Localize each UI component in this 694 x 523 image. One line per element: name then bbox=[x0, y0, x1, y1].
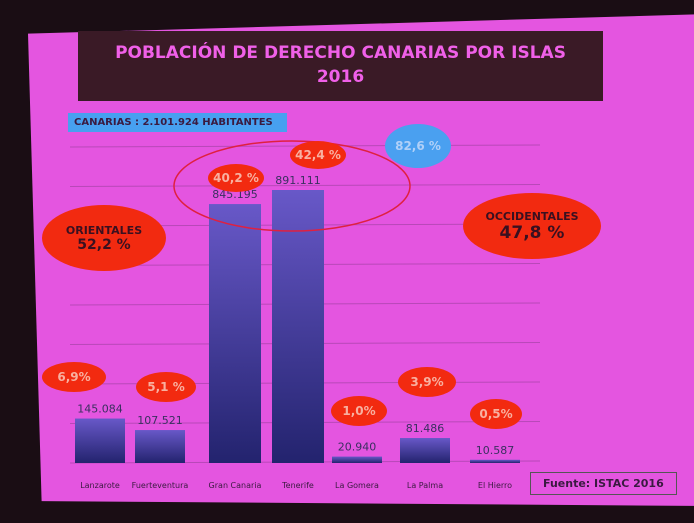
bar-4 bbox=[332, 456, 382, 463]
value-label: 891.111 bbox=[275, 174, 321, 187]
chart-title: POBLACIÓN DE DERECHO CANARIAS POR ISLAS bbox=[115, 43, 566, 63]
chart-title-box: POBLACIÓN DE DERECHO CANARIAS POR ISLAS … bbox=[78, 31, 603, 101]
value-label: 107.521 bbox=[137, 414, 183, 427]
highlight-ring bbox=[173, 140, 411, 232]
percent-badge: 40,2 % bbox=[208, 164, 264, 192]
gridline bbox=[69, 184, 541, 187]
percent-badge: 5,1 % bbox=[136, 372, 196, 402]
percent-badge: 3,9% bbox=[398, 367, 456, 397]
bar-0 bbox=[75, 418, 125, 463]
bar-5 bbox=[400, 438, 450, 463]
category-label: Tenerife bbox=[281, 481, 314, 490]
chart-subtitle: 2016 bbox=[316, 67, 365, 87]
value-label: 145.084 bbox=[77, 403, 123, 416]
bar-6 bbox=[470, 459, 520, 463]
percent-badge: 1,0% bbox=[331, 396, 387, 426]
category-label: La Gomera bbox=[335, 481, 379, 490]
combined-percent-badge: 82,6 % bbox=[385, 124, 451, 168]
bar-3 bbox=[272, 190, 324, 463]
bar-1 bbox=[135, 430, 185, 463]
percent-badge: 0,5% bbox=[470, 399, 522, 429]
value-label: 10.587 bbox=[476, 444, 515, 457]
occidentales-badge: OCCIDENTALES 47,8 % bbox=[463, 193, 601, 259]
orientales-label: ORIENTALES bbox=[65, 223, 143, 237]
bar-2 bbox=[209, 204, 261, 464]
category-label: Fuerteventura bbox=[132, 481, 189, 490]
category-label: Lanzarote bbox=[80, 481, 120, 490]
category-label: Gran Canaria bbox=[209, 481, 262, 490]
total-population-label: CANARIAS : 2.101.924 HABITANTES bbox=[68, 113, 287, 132]
value-label: 845.195 bbox=[212, 188, 258, 201]
value-label: 20.940 bbox=[338, 441, 377, 454]
percent-badge: 6,9% bbox=[42, 362, 106, 392]
occidentales-label: OCCIDENTALES bbox=[485, 209, 579, 223]
category-label: El Hierro bbox=[478, 481, 512, 490]
value-label: 81.486 bbox=[406, 422, 445, 435]
category-label: La Palma bbox=[407, 481, 443, 490]
orientales-badge: ORIENTALES 52,2 % bbox=[42, 205, 166, 271]
percent-badge: 42,4 % bbox=[290, 141, 346, 169]
source-note: Fuente: ISTAC 2016 bbox=[530, 472, 677, 495]
orientales-value: 52,2 % bbox=[77, 236, 131, 253]
occidentales-value: 47,8 % bbox=[499, 222, 565, 243]
